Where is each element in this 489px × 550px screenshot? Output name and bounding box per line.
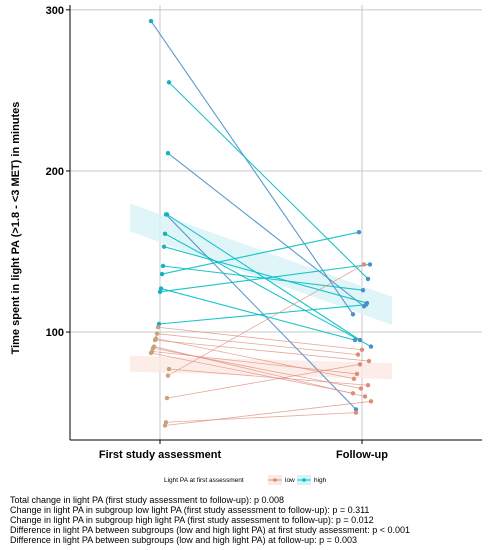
series-line-low xyxy=(155,338,355,380)
series-lines xyxy=(150,20,372,426)
series-line-low xyxy=(165,412,357,423)
point-follow-up xyxy=(357,337,363,343)
point-first-assessment xyxy=(161,244,167,249)
data-points xyxy=(148,18,374,428)
stat-line: Change in light PA in subgroup high ligh… xyxy=(10,515,374,525)
series-line-high xyxy=(161,231,360,275)
series-line-high xyxy=(150,20,354,315)
point-follow-up xyxy=(361,262,367,267)
point-first-assessment xyxy=(159,271,165,277)
point-follow-up xyxy=(356,229,362,235)
point-follow-up xyxy=(352,337,358,343)
series-line-low xyxy=(151,350,358,375)
x-tick-label: Follow-up xyxy=(336,449,388,461)
point-follow-up xyxy=(350,391,356,396)
point-follow-up xyxy=(355,352,361,357)
series-line-low xyxy=(166,363,361,399)
point-follow-up xyxy=(363,302,369,307)
y-axis-label: Time spent in light PA (>1.8 - <3 MET) i… xyxy=(10,102,22,355)
point-follow-up xyxy=(353,410,359,415)
point-follow-up xyxy=(358,386,364,391)
series-line-high xyxy=(158,304,367,325)
point-first-assessment xyxy=(165,373,171,378)
series-line-high xyxy=(165,214,357,410)
point-follow-up xyxy=(365,276,371,282)
stat-line: Change in light PA in subgroup low light… xyxy=(10,505,370,515)
point-follow-up xyxy=(359,347,365,352)
stat-line: Total change in light PA (first study as… xyxy=(10,495,284,505)
y-tick-label: 100 xyxy=(46,327,64,339)
statistics-notes: Total change in light PA (first study as… xyxy=(10,495,485,545)
point-first-assessment xyxy=(148,350,154,356)
point-follow-up xyxy=(365,383,371,388)
point-follow-up xyxy=(368,399,374,404)
point-follow-up xyxy=(354,371,360,377)
legend: Light PA at first assessment low high xyxy=(164,475,327,485)
x-tick-label: First study assessment xyxy=(99,449,222,461)
point-first-assessment xyxy=(148,18,154,24)
series-line-high xyxy=(167,152,365,307)
point-first-assessment xyxy=(164,395,170,401)
legend-label-high: high xyxy=(314,477,327,484)
point-follow-up xyxy=(360,287,366,293)
point-first-assessment xyxy=(166,80,172,85)
stat-line: Difference in light PA between subgroups… xyxy=(10,525,410,535)
axes xyxy=(66,5,482,444)
point-follow-up xyxy=(368,344,374,349)
point-first-assessment xyxy=(163,212,169,217)
point-first-assessment xyxy=(160,263,166,269)
series-line-low xyxy=(168,368,369,386)
point-follow-up xyxy=(366,358,372,364)
series-line-low xyxy=(156,333,359,356)
series-line-low xyxy=(167,264,365,376)
y-tick-label: 300 xyxy=(46,5,64,17)
series-line-low xyxy=(157,326,363,351)
point-follow-up xyxy=(351,376,357,381)
point-first-assessment xyxy=(152,337,158,343)
series-line-low xyxy=(164,400,372,426)
y-tick-label: 200 xyxy=(46,166,64,178)
series-line-high xyxy=(166,213,361,341)
point-first-assessment xyxy=(162,423,168,428)
point-follow-up xyxy=(357,362,363,367)
legend-label-low: low xyxy=(285,477,295,484)
y-tick-labels: 100 200 300 xyxy=(46,5,64,339)
point-first-assessment xyxy=(155,325,161,330)
point-first-assessment xyxy=(162,231,168,236)
series-line-high xyxy=(168,81,369,280)
point-follow-up xyxy=(367,262,373,267)
legend-point-high xyxy=(302,478,306,482)
legend-point-low xyxy=(273,478,277,482)
point-first-assessment xyxy=(157,289,163,294)
point-first-assessment xyxy=(166,366,172,372)
legend-title: Light PA at first assessment xyxy=(164,477,244,484)
point-first-assessment xyxy=(165,151,171,156)
point-follow-up xyxy=(353,407,359,412)
stat-line: Difference in light PA between subgroups… xyxy=(10,535,357,545)
series-line-high xyxy=(164,233,372,348)
ribbon-high xyxy=(130,203,392,325)
x-tick-labels: First study assessment Follow-up xyxy=(99,449,388,461)
chart: 100 200 300 First study assessment Follow-u… xyxy=(10,5,482,485)
series-line-low xyxy=(150,352,354,394)
point-follow-up xyxy=(362,394,368,399)
series-line-high xyxy=(159,263,371,293)
point-first-assessment xyxy=(154,331,160,336)
series-line-low xyxy=(154,339,370,362)
point-follow-up xyxy=(350,312,356,317)
series-line-high xyxy=(163,246,368,304)
